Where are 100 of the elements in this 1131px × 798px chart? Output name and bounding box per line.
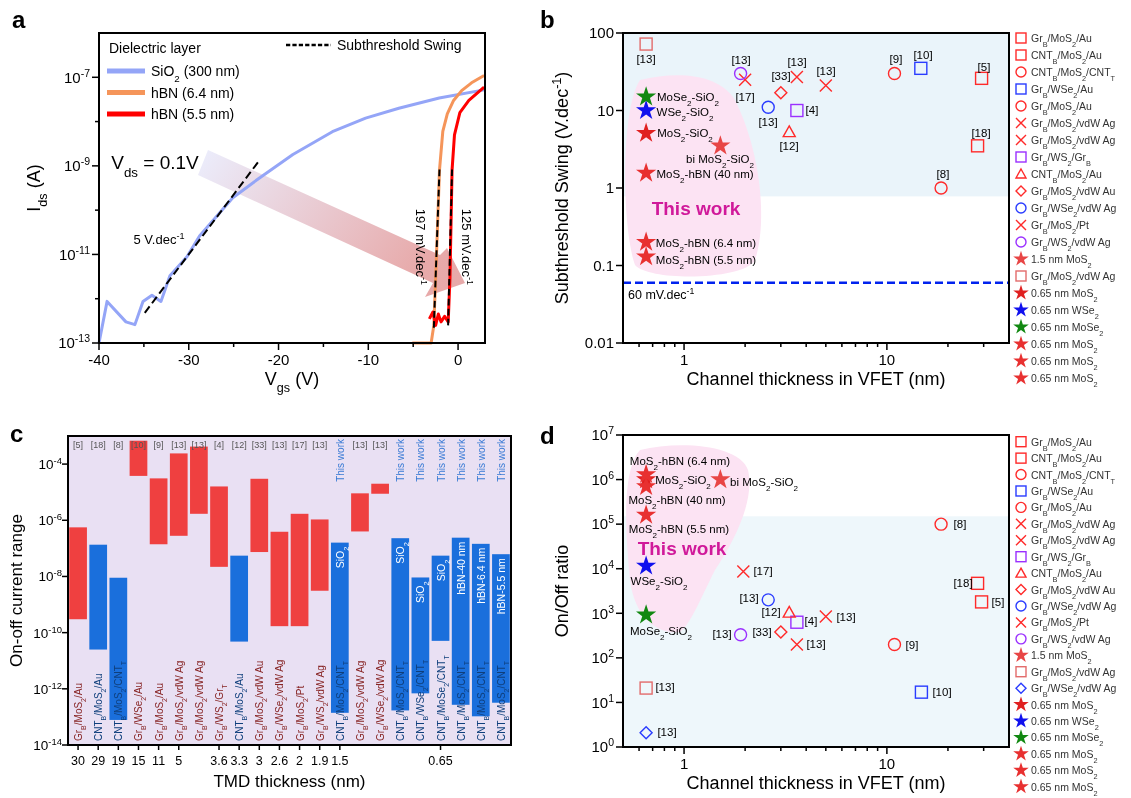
legend-label: Gr$_{B}$/MoS$_{2}$/vdW Au (1031, 583, 1116, 601)
legend-label: Gr$_{B}$/WSe$_{2}$/vdW Ag (1031, 202, 1117, 219)
annotation: This work (395, 438, 407, 482)
annotation: bi MoS$_{2}$-SiO$_{2}$ (730, 476, 799, 493)
legend-label: 0.65 nm WSe$_{2}$ (1031, 304, 1099, 321)
y-tick-label: 0.01 (584, 334, 614, 352)
bar (290, 513, 309, 627)
x-tick-label: 29 (91, 754, 106, 768)
legend-label: CNT$_{B}$/MoS$_{2}$/Au (1031, 567, 1103, 584)
legend-label: Gr$_{B}$/MoS$_{2}$/Au (1031, 100, 1093, 117)
legend-label: 0.65 nm MoS$_{2}$ (1031, 698, 1098, 716)
bar (270, 531, 289, 627)
annotation: [10] (932, 686, 952, 698)
chart-title: c (10, 420, 24, 447)
legend-label: Gr$_{B}$/MoS$_{2}$/vdW Au (1031, 185, 1116, 202)
legend-label: CNT$_{B}$/MoS$_{2}$/Au (1031, 452, 1103, 469)
annotation: This work (495, 438, 507, 482)
legend-label: 0.65 nm MoS$_{2}$ (1031, 764, 1098, 781)
annotation: [12] (231, 440, 247, 450)
y-axis-title: On/Off ratio (552, 544, 572, 638)
annotation: [33] (752, 626, 772, 638)
y-tick-label: 10$^{-14}$ (33, 735, 62, 753)
x-tick-label: -30 (177, 351, 200, 368)
chart-title: d (540, 422, 555, 449)
x-tick-label: 3.3 (230, 754, 248, 768)
annotation: This work (435, 438, 447, 482)
bar (371, 483, 389, 494)
annotation: [13] (271, 440, 287, 450)
y-tick-label: 10$^{-9}$ (63, 155, 91, 175)
x-tick-label: 1.5 (331, 754, 349, 768)
annotation: [9] (153, 440, 164, 450)
annotation: [13] (636, 53, 656, 65)
y-tick-label: 1 (605, 179, 614, 197)
bar (109, 577, 128, 720)
annotation: [13] (312, 440, 328, 450)
annotation: bi MoS$_{2}$-SiO$_{2}$ (686, 153, 755, 170)
annotation: WSe$_{2}$-SiO$_{2}$ (630, 575, 688, 592)
legend-label: 0.65 nm MoS$_{2}$ (1031, 338, 1098, 355)
annotation: [18] (90, 440, 106, 450)
annotation: hBN-5.5 nm (494, 557, 507, 615)
legend-label: Gr$_{B}$/MoS$_{2}$/Pt (1031, 219, 1090, 236)
annotation: [12] (761, 606, 781, 618)
x-tick-label: -40 (88, 351, 110, 368)
chart-title: b (540, 6, 555, 33)
x-axis-title: Channel thickness in VFET (nm) (686, 369, 946, 389)
y-tick-label: 10$^{1}$ (591, 691, 615, 711)
annotation: [13] (787, 56, 807, 68)
legend-label: Gr$_{B}$/MoS$_{2}$/Pt (1031, 616, 1090, 633)
legend-label: 1.5 nm MoS$_{2}$ (1031, 253, 1092, 270)
y-tick-label: 10$^{0}$ (591, 736, 615, 756)
legend-label: Gr$_{B}$/WSe$_{2}$/vdW Ag (1031, 600, 1117, 617)
annotation: [33] (771, 70, 791, 82)
annotation: MoS$_{2}$-SiO$_{2}$ (655, 474, 712, 491)
legend-label: Gr$_{B}$/MoS$_{2}$/Au (1031, 32, 1093, 49)
x-tick-label: 3 (255, 754, 263, 768)
annotation: [13] (816, 65, 836, 77)
legend-label: Gr$_{B}$/MoS$_{2}$/Au (1031, 435, 1093, 453)
y-tick-label: 10$^{-8}$ (38, 566, 62, 585)
x-axis-title: V$_{gs}$ (V) (264, 369, 320, 395)
annotation: [13] (806, 638, 826, 650)
legend-label: Gr$_{B}$/MoS$_{2}$/vdW Ag (1031, 117, 1116, 134)
annotation: This work (651, 198, 741, 219)
legend-label: 0.65 nm MoSe$_{2}$ (1031, 321, 1104, 338)
annotation: [13] (352, 440, 368, 450)
y-tick-label: 10$^{-10}$ (33, 623, 62, 641)
annotation: [5] (991, 596, 1005, 608)
x-tick-label: 5 (175, 754, 183, 768)
annotation: This work (415, 438, 427, 482)
legend-label: hBN (6.4 nm) (151, 84, 235, 101)
annotation: [33] (251, 440, 267, 450)
y-tick-label: 0.1 (593, 256, 614, 274)
legend-label: Gr$_{B}$/WS$_{2}$/Gr$_{B}$ (1031, 151, 1092, 168)
legend-label: Gr$_{B}$/WS$_{2}$/Gr$_{B}$ (1031, 550, 1092, 568)
annotation: [17] (753, 565, 773, 577)
annotation: hBN-6.4 nm (474, 547, 487, 604)
x-tick-label: 1 (679, 351, 689, 368)
x-tick-label: -10 (357, 351, 380, 368)
legend-label: Gr$_{B}$/MoS$_{2}$/Au (1031, 501, 1093, 518)
x-tick-label: 3.6 (210, 754, 228, 768)
legend-label: Gr$_{B}$/WS$_{2}$/vdW Ag (1031, 236, 1111, 253)
x-tick-label: 10 (878, 351, 896, 368)
y-tick-label: 10$^{-4}$ (38, 454, 62, 473)
annotation: [4] (805, 104, 819, 116)
bar (149, 478, 168, 545)
y-tick-label: 10 (597, 101, 614, 119)
annotation: [12] (779, 140, 799, 152)
bar (351, 493, 369, 532)
annotation: [13] (657, 726, 677, 738)
bar (210, 486, 228, 567)
x-axis-title: Channel thickness in VFET (nm) (686, 773, 946, 793)
legend-label: 0.65 nm MoS$_{2}$ (1031, 355, 1098, 372)
annotation: MoS$_{2}$-hBN (5.5 nm) (655, 254, 757, 271)
legend-label: Gr$_{B}$/MoS$_{2}$/vdW Ag (1031, 517, 1116, 535)
legend-label: CNT$_{B}$/MoS$_{2}$/Au (1031, 49, 1103, 66)
annotation: MoSe$_{2}$-SiO$_{2}$ (629, 625, 693, 642)
legend-label: 0.65 nm MoS$_{2}$ (1031, 747, 1098, 765)
y-tick-label: 10$^{5}$ (591, 513, 615, 533)
bar (169, 453, 188, 536)
line-series (97, 88, 486, 345)
legend-label: 0.65 nm WSe$_{2}$ (1031, 715, 1099, 732)
